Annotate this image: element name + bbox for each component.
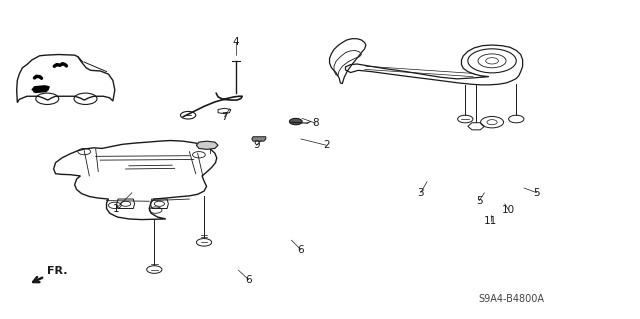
Text: 9: 9	[253, 140, 260, 150]
Circle shape	[289, 118, 302, 125]
Text: 5: 5	[533, 188, 540, 198]
Text: 3: 3	[417, 188, 424, 198]
Text: 6: 6	[245, 275, 252, 285]
Text: 5: 5	[476, 196, 483, 206]
Polygon shape	[252, 137, 266, 141]
Polygon shape	[33, 90, 47, 93]
Text: FR.: FR.	[47, 266, 68, 276]
Text: S9A4-B4800A: S9A4-B4800A	[478, 294, 544, 304]
Text: 2: 2	[323, 140, 330, 150]
Text: 8: 8	[312, 118, 319, 128]
Text: 4: 4	[232, 38, 239, 48]
Text: 6: 6	[298, 245, 304, 255]
Text: 1: 1	[113, 204, 120, 213]
Polygon shape	[32, 86, 49, 91]
Text: 10: 10	[502, 205, 515, 215]
Text: 11: 11	[484, 216, 497, 226]
Text: 7: 7	[221, 112, 228, 122]
Polygon shape	[196, 141, 218, 149]
